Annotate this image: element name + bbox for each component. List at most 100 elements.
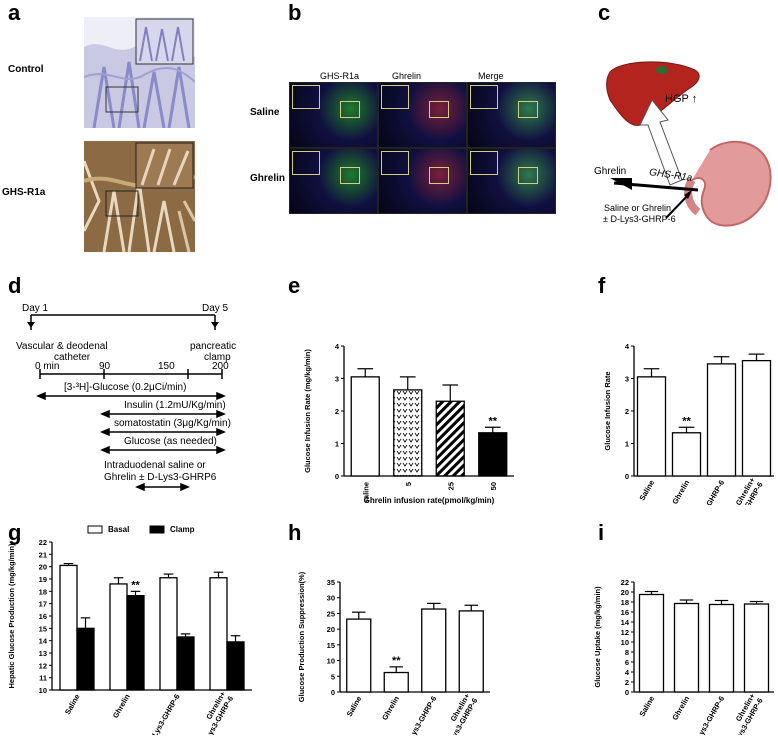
x-tick-label-group: Ghrelin+D-Lys3-GHRP-6 (729, 475, 765, 505)
liver-stomach-schematic (606, 61, 772, 227)
y-tick-label: 10 (621, 638, 629, 647)
panel-b-col-label-ghrelin: Ghrelin (392, 71, 422, 81)
protocol-glucose: Glucose (as needed) (124, 436, 217, 447)
y-tick-label: 4 (625, 342, 630, 351)
bar-4 (743, 603, 770, 693)
panel-letter-f: f (598, 273, 606, 298)
x-tick-label: D-Lys3-GHRP-6 (403, 695, 439, 736)
panel-letter-g: g (8, 520, 22, 545)
x-tick-label-group: 5 (404, 482, 413, 486)
bar-basal-1 (59, 564, 78, 691)
histology-ghsr1a-image (84, 141, 195, 252)
chart-f-glucose-infusion-treatment: 0 1 2 3 4 Glucose Infusion Rate Saline ** Ghreli… (603, 342, 774, 506)
bar-clamp-2 (126, 595, 145, 691)
hgp-pathway-arrow (639, 99, 683, 186)
chart-e-glucose-infusion-dose: 0 1 2 3 4 Glucose Infusion Rate (mg/kg/min) sa… (303, 342, 514, 505)
panel-letter-a: a (8, 0, 21, 25)
fluorescence-zoom-box (429, 101, 449, 118)
fluorescence-image-r2-c3 (467, 148, 556, 214)
bar-2 (671, 432, 702, 477)
y-tick-label: 3 (625, 375, 629, 384)
y-tick-label: 10 (39, 686, 47, 695)
y-tick-label: 0 (331, 688, 335, 697)
y-tick-label: 20 (621, 588, 629, 597)
bar-3 (706, 363, 737, 477)
x-tick-label-group: D-Lys3-GHRP-6 (146, 693, 182, 736)
panel-b-row-label-ghrelin: Ghrelin (250, 173, 286, 184)
infusion-label-line1: Saline or Ghrelin (604, 203, 672, 213)
fluorescence-image-r1-c3 (467, 82, 556, 148)
fluorescence-zoom-box (340, 101, 360, 118)
fluorescence-inset-box (381, 151, 409, 175)
x-tick-label: saline (361, 482, 370, 503)
fluorescence-image-r2-c1 (289, 148, 378, 214)
y-tick-label: 0 (335, 472, 339, 481)
x-tick-label-group: saline (361, 482, 370, 503)
fluorescence-inset-box (470, 85, 498, 109)
y-tick-label: 21 (39, 550, 47, 559)
y-tick-label: 1 (625, 440, 629, 449)
fluorescence-image-r1-c2 (378, 82, 467, 148)
fluorescence-zoom-box (340, 167, 360, 184)
x-tick-label-group: 25 (446, 482, 455, 490)
y-tick-label: 17 (39, 600, 47, 609)
panel-b-row-label-saline: Saline (250, 107, 280, 118)
x-axis-label: Ghrelin infusion rate(pmol/kg/min) (364, 496, 495, 505)
x-tick-label: Saline (637, 695, 656, 719)
x-tick-label-group: D-Lys3-GHRP-6 (691, 479, 727, 506)
x-tick-label: Ghrelin (670, 694, 691, 722)
y-tick-label: 2 (625, 678, 629, 687)
x-tick-label-group: D-Lys3-GHRP-6 (691, 695, 727, 736)
stomach-shape (691, 140, 772, 227)
y-tick-label: 11 (39, 674, 47, 683)
timepoint-150: 150 (158, 361, 175, 372)
y-tick-label: 4 (335, 342, 340, 351)
fluorescence-zoom-box (429, 167, 449, 184)
y-tick-label: 14 (621, 618, 630, 627)
x-tick-label: 25 (446, 482, 455, 490)
x-tick-label: Ghrelin (380, 694, 401, 722)
y-tick-label: 2 (625, 407, 629, 416)
bar-2 (673, 602, 700, 693)
y-tick-label: 20 (39, 563, 47, 572)
y-tick-label: 8 (625, 648, 629, 657)
panel-letter-e: e (288, 273, 301, 298)
x-tick-label-group: Saline (637, 695, 656, 719)
gallbladder-shape (656, 66, 668, 74)
hgp-up-arrow: ↑ (691, 93, 698, 105)
x-tick-label-group: Ghrelin (380, 694, 401, 722)
x-tick-label-group: Ghrelin+D-Lys3-GHRP-6 (444, 691, 480, 735)
panel-letter-c: c (598, 0, 611, 25)
y-tick-label: 10 (327, 657, 335, 666)
bar-4 (458, 610, 484, 693)
x-tick-label-group: Saline (345, 695, 364, 719)
bar-clamp-1 (76, 627, 95, 691)
protocol-intraduodenal-line2: Ghrelin ± D-Lys3-GHRP6 (104, 472, 217, 483)
bar-4 (741, 359, 772, 477)
timeline-day1-note-line2: catheter (54, 352, 91, 363)
fluorescence-inset-box (292, 85, 320, 109)
infusion-label-line2: ± D-Lys3-GHRP-6 (603, 214, 676, 224)
panel-letter-i: i (598, 520, 605, 545)
panel-letter-b: b (288, 0, 302, 25)
panel-a-row-label-ghsr1a: GHS-R1a (2, 187, 46, 198)
y-tick-label: 13 (39, 649, 47, 658)
chart-h-glucose-production-suppression: 0 5 10 15 20 25 30 35 Glucose Production Suppres… (297, 571, 490, 736)
bar-4 (478, 432, 508, 477)
y-tick-label: 2 (335, 407, 339, 416)
bar-basal-2 (109, 583, 128, 691)
bar-clamp-4 (226, 641, 245, 691)
x-tick-label-group: D-Lys3-GHRP-6 (403, 695, 439, 736)
y-tick-label: 3 (335, 375, 339, 384)
panel-b-col-label-merge: Merge (478, 71, 504, 81)
y-tick-label: 0 (625, 472, 629, 481)
x-tick-label: 5 (404, 482, 413, 486)
y-tick-label: 0 (625, 688, 629, 697)
x-tick-label: D-Lys3-GHRP-6 (146, 693, 182, 736)
y-tick-label: 1 (335, 440, 339, 449)
bar-3 (708, 603, 735, 693)
y-tick-label: 6 (625, 658, 629, 667)
bar-3 (435, 400, 465, 477)
y-axis-label: Hepatic Glucose Production (mg/kg/min) (7, 543, 16, 689)
